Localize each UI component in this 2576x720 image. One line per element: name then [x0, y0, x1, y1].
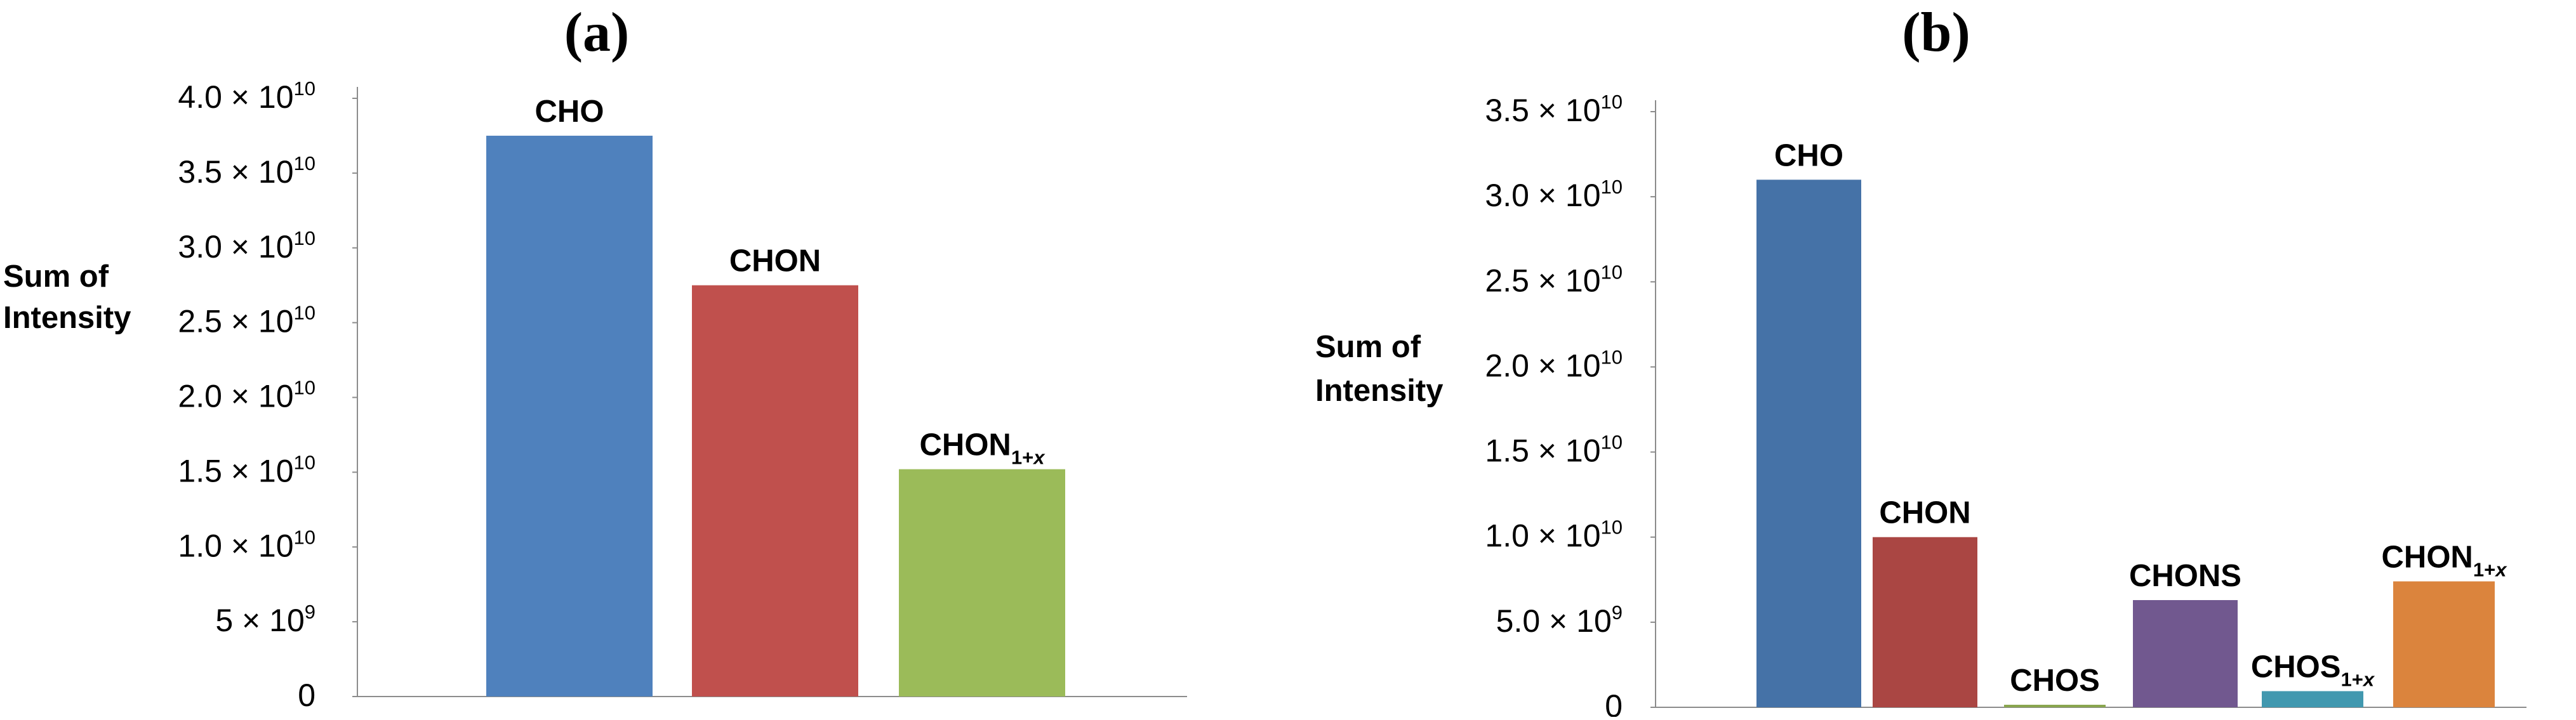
bar-label: CHO [535, 95, 604, 129]
bar-chos-1plusx [2262, 691, 2363, 707]
y-tick-label: 5 × 109 [215, 601, 315, 638]
y-tick-label: 1.0 × 1010 [178, 526, 315, 563]
panel-a: (a) Sum of Intensity 0 5 × 109 1.0 × 1010 1.5 … [3, 2, 1187, 713]
bar-cho [1756, 180, 1861, 707]
y-tick-label: 1.5 × 1010 [1485, 431, 1623, 469]
y-axis-label: Sum of [3, 259, 109, 294]
bar-label: CHONS [2129, 559, 2241, 593]
bar-chons [2133, 599, 2238, 707]
y-tick-label: 2.5 × 1010 [178, 302, 315, 339]
y-tick-label: 2.0 × 1010 [1485, 346, 1623, 383]
bar-label: CHON1+x [2382, 540, 2508, 580]
bar-chon-1plusx [2393, 581, 2495, 707]
bar-chon [1873, 537, 1977, 707]
y-tick-label: 1.0 × 1010 [1485, 516, 1623, 554]
panel-letter: (a) [564, 2, 630, 63]
panel-b: (b) Sum of Intensity 0 5.0 × 109 1.0 × 1010 1.… [1315, 2, 2526, 720]
y-tick-label: 3.0 × 1010 [1485, 176, 1623, 213]
bar-label: CHOS1+x [2251, 650, 2375, 691]
y-tick-label: 2.5 × 1010 [1485, 261, 1623, 298]
y-tick-label: 3.5 × 1010 [178, 152, 315, 190]
y-tick-label: 1.5 × 1010 [178, 451, 315, 488]
y-tick-label: 2.0 × 1010 [178, 377, 315, 414]
bar-chon [692, 285, 858, 697]
bar-label: CHON [729, 244, 821, 278]
bar-chos [2004, 704, 2106, 707]
bar-chon-1plusx [899, 469, 1065, 697]
panel-letter: (b) [1902, 2, 1970, 63]
bar-label: CHON [1879, 496, 1970, 530]
y-tick-label: 3.0 × 1010 [178, 227, 315, 265]
bar-label: CHOS [2010, 664, 2100, 698]
y-tick-label: 0 [1605, 688, 1623, 717]
y-tick-label: 0 [298, 677, 315, 713]
bar-label: CHO [1774, 138, 1843, 173]
y-axis-label: Intensity [1315, 374, 1443, 408]
y-axis-label: Intensity [3, 301, 131, 335]
bar-label: CHON1+x [920, 428, 1046, 469]
bar-cho [486, 135, 653, 697]
y-tick-label: 4.0 × 1010 [178, 77, 315, 115]
y-tick-label: 5.0 × 109 [1496, 601, 1623, 639]
y-tick-label: 3.5 × 1010 [1485, 91, 1623, 128]
y-axis-label: Sum of [1315, 330, 1421, 364]
